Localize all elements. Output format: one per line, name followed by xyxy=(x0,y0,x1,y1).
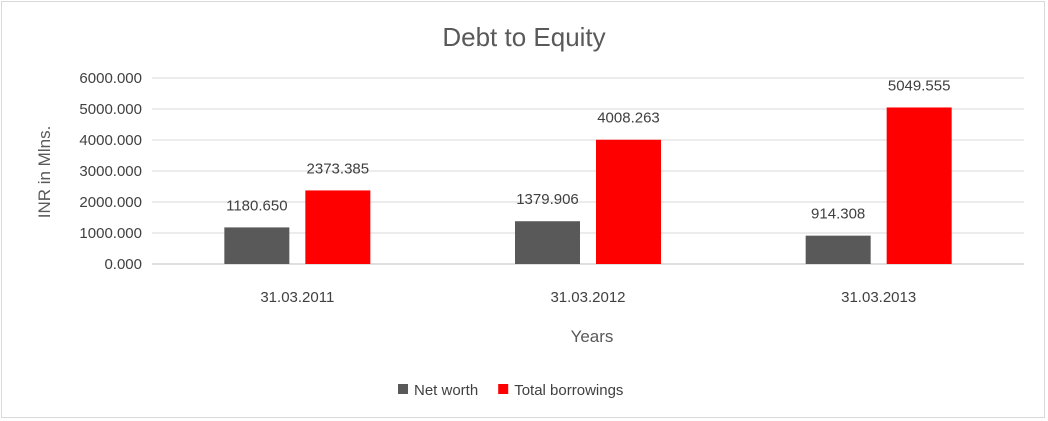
y-tick-label: 2000.000 xyxy=(79,194,142,211)
y-tick-label: 4000.000 xyxy=(79,132,142,149)
data-label: 4008.263 xyxy=(597,110,660,127)
bar-net-worth xyxy=(515,221,580,264)
data-label: 5049.555 xyxy=(888,77,951,94)
bars xyxy=(224,107,952,264)
data-label: 1379.906 xyxy=(516,191,579,208)
x-axis-title: Years xyxy=(571,327,614,346)
chart-title: Debt to Equity xyxy=(442,22,605,52)
y-tick-label: 0.000 xyxy=(104,256,142,273)
bar-net-worth xyxy=(805,235,871,264)
x-tick-label: 31.03.2013 xyxy=(841,289,916,306)
gridlines xyxy=(152,77,1024,265)
legend-label: Net worth xyxy=(414,382,478,399)
data-labels: 1180.650 2373.385 1379.906 4008.263 914.308 5… xyxy=(226,77,950,222)
bar-total-borrowings xyxy=(886,107,952,264)
y-tick-label: 3000.000 xyxy=(79,163,142,180)
bar-net-worth xyxy=(224,227,290,264)
legend: Net worth Total borrowings xyxy=(398,382,623,399)
y-tick-label: 6000.000 xyxy=(79,70,142,87)
y-axis-title: INR in Mlns. xyxy=(35,126,54,219)
x-tick-label: 31.03.2012 xyxy=(550,289,625,306)
data-label: 1180.650 xyxy=(226,197,287,214)
bar-total-borrowings xyxy=(596,139,661,264)
x-tick-label: 31.03.2011 xyxy=(260,289,334,306)
y-tick-label: 1000.000 xyxy=(79,225,142,242)
data-label: 2373.385 xyxy=(307,160,370,177)
y-tick-label: 5000.000 xyxy=(79,101,142,118)
data-label: 914.308 xyxy=(811,206,865,223)
legend-swatch xyxy=(398,384,408,394)
legend-label: Total borrowings xyxy=(514,382,623,399)
legend-swatch xyxy=(498,384,509,394)
bar-total-borrowings xyxy=(305,190,371,264)
y-axis-tick-labels: 0.000 1000.000 2000.000 3000.000 4000.000 500… xyxy=(79,70,142,273)
x-axis-tick-labels: 31.03.2011 31.03.2012 31.03.2013 xyxy=(260,289,916,306)
